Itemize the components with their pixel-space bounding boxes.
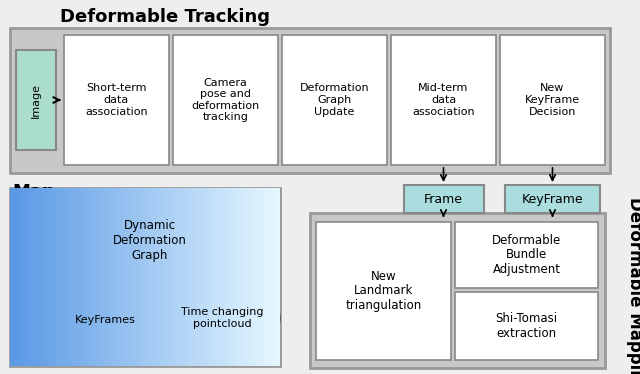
Text: Short-term
data
association: Short-term data association [85,83,148,117]
Text: Deformable
Bundle
Adjustment: Deformable Bundle Adjustment [492,233,561,276]
Text: New
Landmark
triangulation: New Landmark triangulation [346,270,422,313]
Bar [500,35,605,165]
Text: Deformable Mapping: Deformable Mapping [626,197,640,374]
Ellipse shape [60,296,150,344]
Bar [316,222,451,360]
Bar [310,213,605,368]
Bar [391,35,496,165]
Text: Image: Image [31,83,41,117]
Bar [16,50,56,150]
Bar [455,222,598,288]
Bar [75,200,225,280]
Text: Frame: Frame [424,193,463,205]
Text: Map: Map [12,183,55,201]
Bar [403,185,483,213]
Text: New
KeyFrame
Decision: New KeyFrame Decision [525,83,580,117]
Bar [455,292,598,360]
Text: Mid-term
data
association: Mid-term data association [412,83,475,117]
Text: KeyFrames: KeyFrames [75,315,136,325]
Bar [10,188,280,366]
Text: Deformable Tracking: Deformable Tracking [60,8,270,26]
Bar [10,28,610,173]
Bar [282,35,387,165]
Ellipse shape [165,284,280,352]
Bar [505,185,600,213]
Text: KeyFrame: KeyFrame [522,193,583,205]
Bar [173,35,278,165]
Text: Shi-Tomasi
extraction: Shi-Tomasi extraction [495,312,557,340]
Text: Camera
pose and
deformation
tracking: Camera pose and deformation tracking [191,77,260,122]
Bar [64,35,169,165]
Text: Time changing
pointcloud: Time changing pointcloud [181,307,264,329]
Text: Dynamic
Deformation
Graph: Dynamic Deformation Graph [113,218,187,261]
Text: Deformation
Graph
Update: Deformation Graph Update [300,83,369,117]
